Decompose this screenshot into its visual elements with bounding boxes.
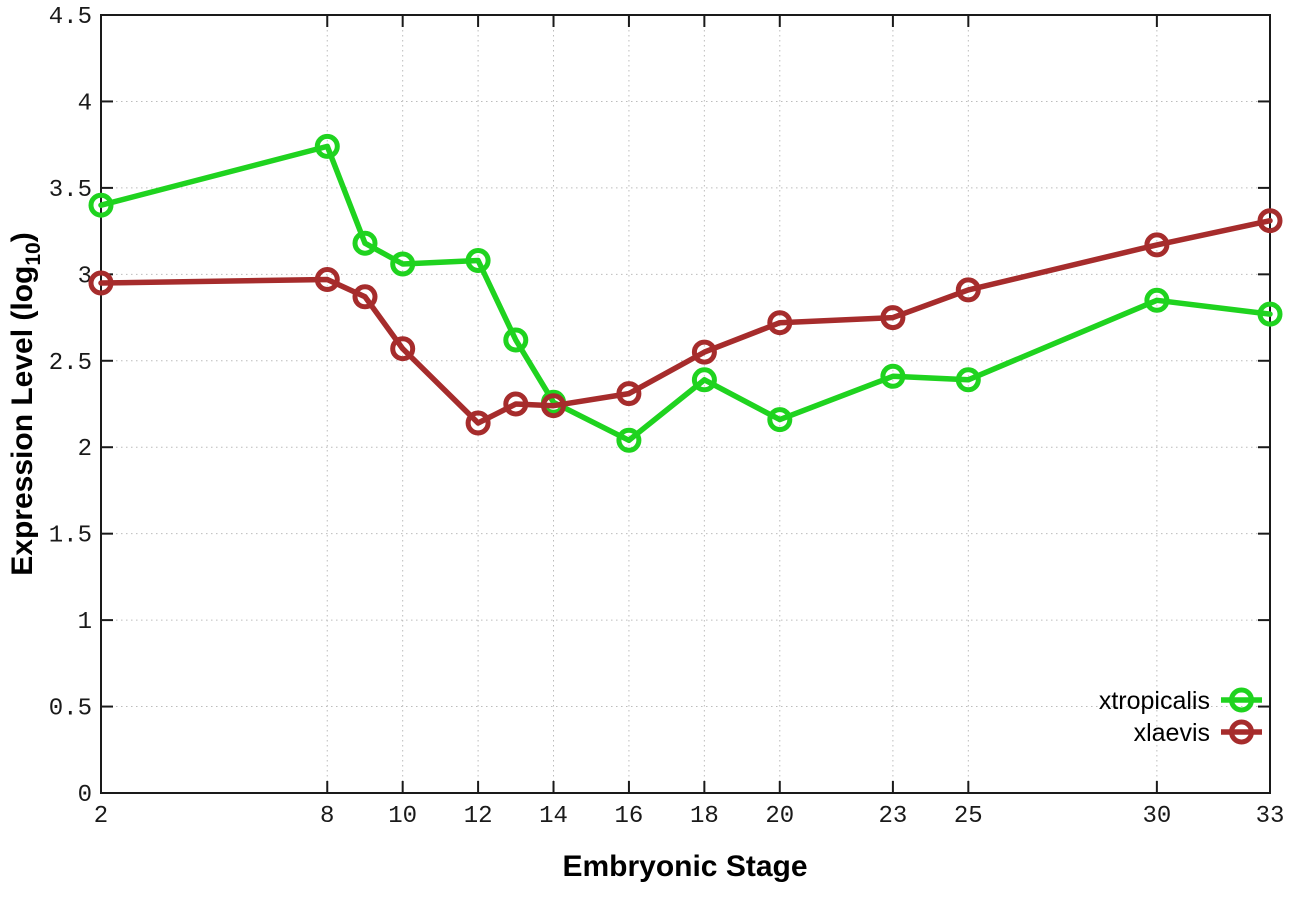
y-tick-label: 1.5 bbox=[49, 523, 92, 550]
data-point-xlaevis bbox=[541, 393, 566, 419]
y-tick-label: 2 bbox=[78, 436, 92, 463]
legend-sample-marker-xtropicalis bbox=[1229, 687, 1254, 713]
data-point-xlaevis bbox=[955, 277, 981, 303]
plot-border bbox=[100, 14, 1271, 794]
data-point-xlaevis bbox=[390, 336, 416, 362]
x-tick-label: 14 bbox=[539, 803, 568, 830]
x-tick-label: 23 bbox=[878, 803, 907, 830]
y-tick-label: 0 bbox=[78, 782, 92, 809]
x-tick-label: 30 bbox=[1142, 803, 1171, 830]
data-point-xtropicalis bbox=[616, 427, 642, 453]
y-tick-label: 3.5 bbox=[49, 177, 92, 204]
data-point-xlaevis bbox=[88, 270, 114, 296]
data-point-xtropicalis bbox=[955, 367, 981, 393]
data-point-xtropicalis bbox=[691, 367, 717, 393]
data-point-xlaevis bbox=[880, 305, 906, 331]
data-point-xtropicalis bbox=[88, 192, 114, 218]
y-tick-label: 4.5 bbox=[49, 4, 92, 31]
y-tick-label: 4 bbox=[78, 90, 92, 117]
x-tick-label: 12 bbox=[464, 803, 493, 830]
y-axis-title: Expression Level (log10) bbox=[6, 232, 45, 575]
data-point-xtropicalis bbox=[390, 251, 416, 277]
data-point-xlaevis bbox=[616, 381, 642, 407]
grid-layer bbox=[101, 15, 1270, 793]
data-point-xlaevis bbox=[503, 391, 529, 417]
x-axis-title: Embryonic Stage bbox=[562, 850, 807, 883]
data-point-xtropicalis bbox=[352, 230, 378, 256]
data-point-xtropicalis bbox=[503, 327, 529, 353]
data-point-xtropicalis bbox=[880, 363, 906, 389]
legend-label-xlaevis: xlaevis bbox=[1134, 719, 1210, 747]
legend: xtropicalis xlaevis bbox=[1099, 687, 1262, 747]
data-point-xtropicalis bbox=[767, 407, 793, 433]
data-point-xlaevis bbox=[314, 267, 340, 292]
y-tick-label: 1 bbox=[78, 609, 92, 636]
data-point-xtropicalis bbox=[314, 133, 340, 159]
x-tick-label: 20 bbox=[765, 803, 794, 830]
y-tick-label: 3 bbox=[78, 263, 92, 290]
data-point-xlaevis bbox=[465, 410, 491, 436]
x-tick-label: 8 bbox=[320, 803, 334, 830]
y-tick-label: 0.5 bbox=[49, 696, 92, 723]
plot-frame: 2 8 10 12 14 16 18 20 23 25 30 33 0 0.5 1 1.5 2 2.5 3 3.5 4 4… bbox=[49, 4, 1285, 830]
data-point-xlaevis bbox=[691, 339, 717, 365]
x-tick-label: 33 bbox=[1256, 803, 1285, 830]
x-tick-label: 10 bbox=[388, 803, 417, 830]
data-point-xlaevis bbox=[1257, 208, 1283, 234]
data-point-xtropicalis bbox=[1144, 287, 1170, 313]
x-tick-label: 2 bbox=[94, 803, 108, 830]
data-point-xlaevis bbox=[352, 284, 378, 310]
data-point-xtropicalis bbox=[1257, 301, 1283, 327]
data-point-xtropicalis bbox=[465, 248, 491, 273]
series-line-xtropicalis bbox=[98, 143, 1273, 444]
series-layer bbox=[88, 133, 1283, 453]
legend-sample-marker-xlaevis bbox=[1229, 719, 1254, 745]
x-tick-label: 16 bbox=[615, 803, 644, 830]
data-point-xlaevis bbox=[767, 310, 793, 336]
data-point-xlaevis bbox=[1144, 232, 1170, 258]
legend-label-xtropicalis: xtropicalis bbox=[1099, 687, 1210, 715]
x-tick-label: 25 bbox=[954, 803, 983, 830]
x-tick-label: 18 bbox=[690, 803, 719, 830]
y-tick-label: 2.5 bbox=[49, 350, 92, 377]
